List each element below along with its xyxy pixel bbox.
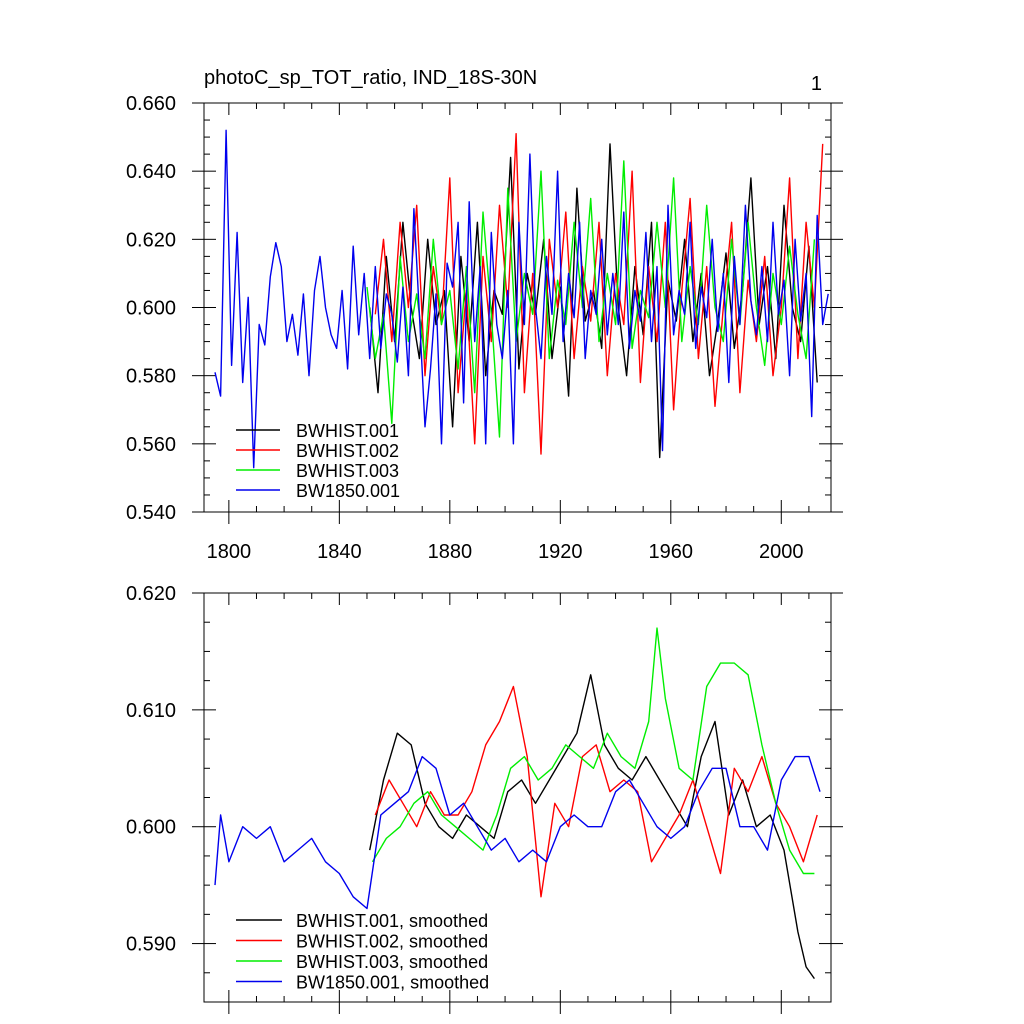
y-tick-label: 0.540 (126, 502, 176, 524)
y-tick-label: 0.620 (126, 229, 176, 251)
y-tick-label: 0.580 (126, 366, 176, 388)
legend-label: BWHIST.003 (296, 461, 399, 481)
top-panel: photoC_sp_TOT_ratio, IND_18S-30N 1 1800 1… (126, 67, 843, 563)
y-tick-label: 0.590 (126, 934, 176, 956)
series-line-3 (214, 755, 821, 910)
series-line-1 (374, 132, 824, 455)
bottom-panel: 0.590 0.600 0.610 0.620 BWHIST.001, smoothed… (126, 583, 843, 1014)
y-tick-label: 0.660 (126, 93, 176, 115)
legend-label: BWHIST.001, smoothed (296, 911, 488, 931)
series-line-1 (374, 685, 818, 898)
y-tick-label: 0.560 (126, 434, 176, 456)
series-line-3 (214, 129, 829, 469)
x-tick-label: 1960 (649, 541, 694, 563)
x-tick-label: 1920 (538, 541, 583, 563)
legend-label: BWHIST.003, smoothed (296, 952, 488, 972)
series-line-2 (371, 627, 815, 875)
legend-label: BW1850.001, smoothed (296, 973, 489, 993)
chart-title: photoC_sp_TOT_ratio, IND_18S-30N (204, 67, 537, 89)
y-tick-label: 0.600 (126, 817, 176, 839)
x-tick-label: 1840 (317, 541, 362, 563)
legend-label: BWHIST.002, smoothed (296, 932, 488, 952)
x-tick-label: 1800 (207, 541, 252, 563)
y-tick-label: 0.620 (126, 583, 176, 605)
legend-label: BW1850.001 (296, 481, 400, 501)
y-tick-label: 0.640 (126, 161, 176, 183)
x-tick-label: 1880 (428, 541, 473, 563)
x-tick-label: 2000 (759, 541, 804, 563)
legend-label: BWHIST.002 (296, 441, 399, 461)
y-tick-label: 0.610 (126, 700, 176, 722)
panel-number-label: 1 (811, 73, 822, 95)
series-line-0 (369, 674, 815, 980)
y-tick-label: 0.600 (126, 298, 176, 320)
legend-label: BWHIST.001 (296, 421, 399, 441)
